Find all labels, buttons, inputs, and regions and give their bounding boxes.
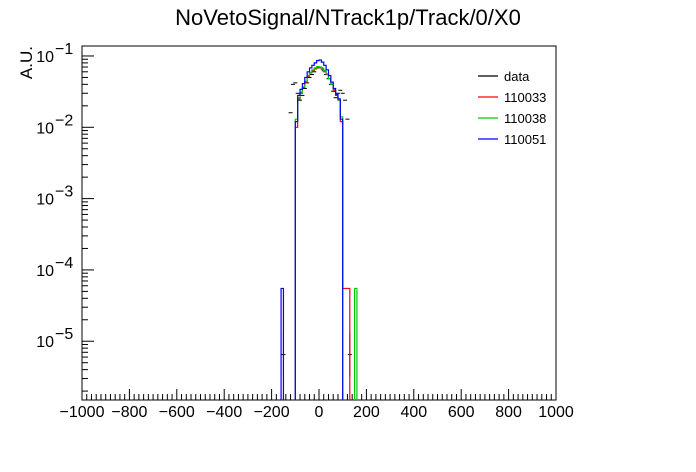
y-tick-exponent: −3 (55, 184, 73, 201)
series-110051 (280, 59, 344, 400)
legend-item-110033: 110033 (478, 90, 546, 105)
chart-title: NoVetoSignal/NTrack1p/Track/0/X0 (175, 5, 521, 30)
legend-item-110038: 110038 (478, 111, 546, 126)
x-tick-label: −800 (111, 404, 147, 421)
x-tick-label: 200 (353, 404, 380, 421)
y-tick-label: 10 (36, 49, 54, 66)
series-line-110051 (280, 59, 344, 400)
legend-item-110051: 110051 (478, 132, 546, 147)
legend-label: 110038 (504, 111, 546, 126)
x-tick-label: 600 (448, 404, 475, 421)
legend-label: 110051 (504, 132, 546, 147)
y-tick-label: 10 (36, 263, 54, 280)
x-tick-label: 400 (400, 404, 427, 421)
legend-item-data: data (478, 69, 530, 84)
legend-label: 110033 (504, 90, 546, 105)
x-axis: −1000 −800 −600 −400 −200 0 200 400 600 800 1000 (60, 389, 574, 421)
x-tick-label: −400 (206, 404, 242, 421)
x-tick-label: 800 (495, 404, 522, 421)
plot-area (280, 59, 358, 400)
x-tick-label: −1000 (60, 404, 105, 421)
x-tick-label: −200 (254, 404, 290, 421)
y-tick-exponent: −4 (55, 255, 73, 272)
x-tick-label: 1000 (538, 404, 574, 421)
legend-label: data (504, 69, 530, 84)
x-tick-label: −600 (159, 404, 195, 421)
y-tick-label: 10 (36, 120, 54, 137)
x-tick-label: 0 (315, 404, 324, 421)
legend: data 110033 110038 110051 (478, 69, 546, 147)
y-axis: 10−110−210−310−410−5 (36, 41, 94, 392)
y-tick-exponent: −2 (55, 112, 73, 129)
y-tick-exponent: −1 (55, 41, 73, 58)
y-tick-label: 10 (36, 192, 54, 209)
y-axis-label: A.U. (17, 46, 36, 79)
y-tick-exponent: −5 (55, 326, 73, 343)
y-tick-label: 10 (36, 334, 54, 351)
